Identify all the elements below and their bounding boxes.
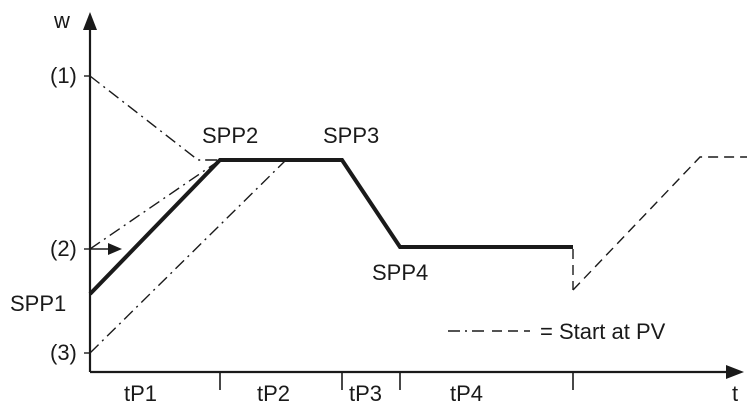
- segment-tp4-label: tP4: [450, 381, 483, 406]
- legend-text: = Start at PV: [540, 319, 666, 344]
- setpoint-profile-line: [88, 158, 573, 296]
- x-axis-arrowhead: [726, 365, 744, 379]
- start-curve-from-1: [89, 75, 220, 161]
- y-axis-arrowhead: [83, 12, 97, 30]
- spp2-label: SPP2: [202, 123, 258, 148]
- repeat-ramp-line: [572, 156, 747, 291]
- x-axis-label: t: [732, 381, 738, 406]
- segment-tp2-label: tP2: [257, 381, 290, 406]
- start-marker-1: (1): [50, 63, 77, 88]
- segment-tp1-label: tP1: [124, 381, 157, 406]
- spp1-label: SPP1: [10, 291, 66, 316]
- start-curve-from-2: [89, 159, 221, 250]
- start-marker-3: (3): [50, 340, 77, 365]
- spp3-label: SPP3: [323, 123, 379, 148]
- start-curve-from-3: [89, 159, 287, 354]
- start-arrow-2-head: [108, 243, 122, 255]
- y-axis-label: w: [53, 8, 70, 33]
- segment-tp3-label: tP3: [349, 381, 382, 406]
- spp4-label: SPP4: [372, 260, 428, 285]
- start-marker-2: (2): [50, 236, 77, 261]
